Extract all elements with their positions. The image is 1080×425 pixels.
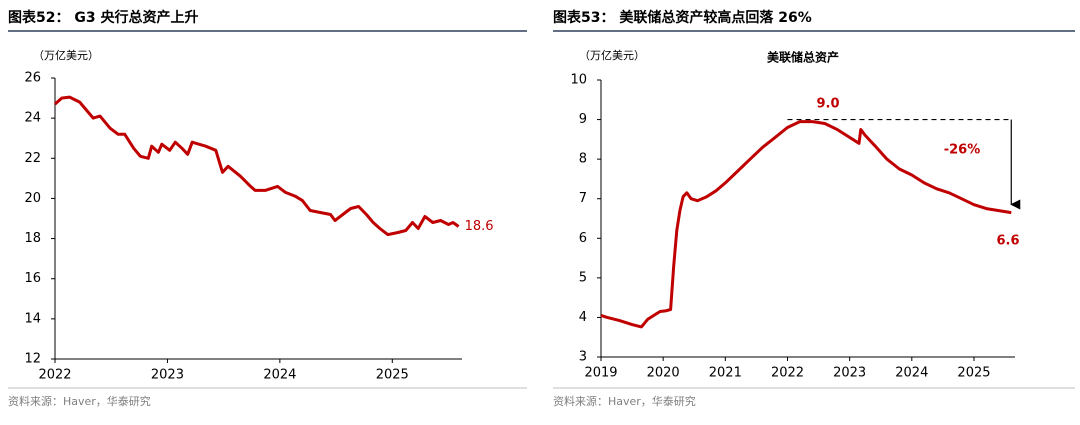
- x-tick-label: 2024: [263, 368, 296, 383]
- chart-subtitle: 美联储总资产: [767, 50, 839, 65]
- source-note: 资料来源：Haver，华泰研究: [553, 394, 696, 408]
- y-tick-label: 5: [579, 270, 587, 285]
- y-tick-label: 4: [579, 310, 587, 325]
- y-tick-label: 26: [24, 71, 41, 86]
- unit-label: （万亿美元）: [33, 49, 99, 62]
- data-line: [600, 120, 1012, 329]
- y-tick-label: 3: [579, 350, 587, 365]
- x-tick-label: 2024: [895, 366, 928, 381]
- y-tick-label: 7: [579, 191, 587, 206]
- annotation: -26%: [944, 143, 981, 158]
- y-tick-label: 9: [579, 112, 587, 127]
- y-tick-label: 20: [24, 191, 41, 206]
- y-tick-label: 6: [579, 231, 587, 246]
- y-tick-label: 14: [24, 311, 41, 326]
- x-tick-label: 2022: [771, 366, 804, 381]
- chart-title: 图表53： 美联储总资产较高点回落 26%: [553, 9, 812, 26]
- x-tick-label: 2022: [38, 368, 71, 383]
- x-tick-label: 2025: [376, 368, 409, 383]
- y-tick-label: 16: [24, 271, 41, 286]
- y-tick-label: 24: [24, 111, 41, 126]
- x-tick-label: 2023: [151, 368, 184, 383]
- y-tick-label: 12: [24, 352, 41, 367]
- y-tick-label: 10: [570, 73, 587, 88]
- y-tick-label: 8: [579, 152, 587, 167]
- chart-title: 图表52： G3 央行总资产上升: [8, 9, 198, 26]
- data-line: [53, 95, 460, 237]
- unit-label: （万亿美元）: [579, 49, 645, 62]
- x-tick-label: 2020: [647, 366, 680, 381]
- annotation: 6.6: [996, 234, 1019, 249]
- y-tick-label: 18: [24, 231, 41, 246]
- annotation: 9.0: [816, 97, 839, 112]
- x-tick-label: 2025: [957, 366, 990, 381]
- x-tick-label: 2021: [709, 366, 742, 381]
- y-tick-label: 22: [24, 151, 41, 166]
- x-tick-label: 2019: [584, 366, 617, 381]
- end-label: 18.6: [465, 219, 494, 234]
- x-tick-label: 2023: [833, 366, 866, 381]
- source-note: 资料来源：Haver，华泰研究: [8, 394, 151, 408]
